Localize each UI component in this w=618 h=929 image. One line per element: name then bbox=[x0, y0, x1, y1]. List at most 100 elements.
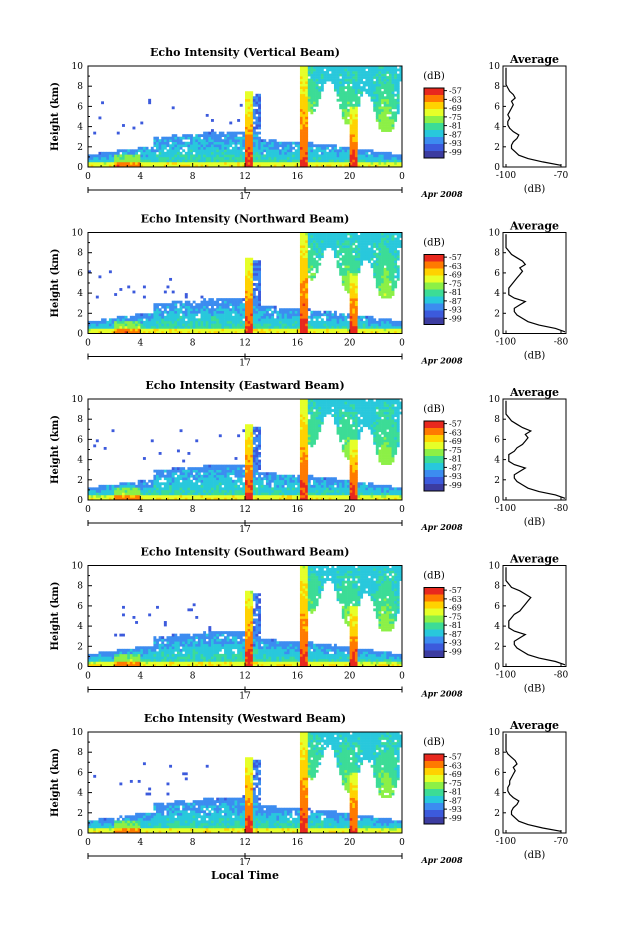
heatmap-cell bbox=[197, 303, 201, 307]
heatmap-cell bbox=[375, 280, 379, 284]
heatmap-cell bbox=[399, 320, 403, 324]
heatmap-cell bbox=[386, 245, 390, 248]
heatmap-cell bbox=[150, 494, 154, 498]
heatmap-cell bbox=[142, 146, 146, 150]
heatmap-cell bbox=[284, 328, 288, 332]
heatmap-cell bbox=[286, 328, 290, 332]
heatmap-cell bbox=[250, 124, 254, 127]
heatmap-cell bbox=[247, 164, 251, 168]
heatmap-cell bbox=[137, 323, 141, 327]
heatmap-cell bbox=[197, 479, 201, 483]
heatmap-cell bbox=[357, 325, 361, 329]
heatmap-cell bbox=[129, 318, 133, 322]
heatmap-cell bbox=[247, 454, 251, 458]
heatmap-cell bbox=[268, 489, 272, 493]
heatmap-cell bbox=[255, 479, 259, 483]
heatmap-cell bbox=[373, 156, 377, 160]
heatmap-cell bbox=[179, 318, 183, 322]
heatmap-cell bbox=[108, 164, 112, 168]
heatmap-cell bbox=[289, 149, 293, 153]
heatmap-cell bbox=[124, 320, 128, 324]
heatmap-cell bbox=[156, 156, 159, 160]
heatmap-cell bbox=[258, 285, 261, 289]
heatmap-cell bbox=[187, 452, 191, 455]
heatmap-cell bbox=[341, 146, 345, 150]
heatmap-cell bbox=[318, 159, 322, 163]
heatmap-cell bbox=[129, 484, 133, 488]
heatmap-cell bbox=[250, 489, 254, 493]
heatmap-cell bbox=[336, 328, 340, 332]
heatmap-cell bbox=[294, 482, 298, 486]
heatmap-cell bbox=[203, 325, 207, 329]
heatmap-cell bbox=[255, 298, 259, 301]
heatmap-cell bbox=[373, 76, 377, 79]
heatmap-cell bbox=[381, 257, 384, 261]
heatmap-cell bbox=[195, 136, 199, 140]
heatmap-cell bbox=[391, 66, 395, 69]
heatmap-cell bbox=[339, 330, 343, 334]
heatmap-cell bbox=[341, 320, 345, 324]
heatmap-cell bbox=[394, 119, 398, 122]
heatmap-cell bbox=[258, 464, 261, 468]
heatmap-cell bbox=[362, 159, 366, 163]
heatmap-cell bbox=[344, 71, 348, 74]
heatmap-cell bbox=[362, 247, 366, 251]
heatmap-cell bbox=[218, 303, 222, 307]
heatmap-cell bbox=[122, 489, 125, 493]
heatmap-cell bbox=[333, 161, 337, 165]
heatmap-cell bbox=[184, 487, 188, 491]
heatmap-cell bbox=[245, 492, 248, 496]
heatmap-cell bbox=[255, 270, 259, 274]
heatmap-cell bbox=[273, 318, 277, 322]
heatmap-cell bbox=[182, 318, 186, 322]
heatmap-cell bbox=[210, 119, 214, 122]
heatmap-cell bbox=[216, 298, 220, 301]
heatmap-cell bbox=[140, 313, 144, 317]
heatmap-cell bbox=[247, 267, 251, 271]
y-axis-label: Height (km) bbox=[50, 249, 61, 318]
heatmap-cell bbox=[341, 164, 345, 168]
heatmap-cell bbox=[119, 489, 123, 493]
heatmap-cell bbox=[245, 154, 248, 158]
heatmap-cell bbox=[349, 106, 353, 110]
heatmap-cell bbox=[237, 300, 241, 304]
heatmap-cell bbox=[258, 124, 261, 127]
heatmap-cell bbox=[200, 164, 204, 168]
heatmap-cell bbox=[158, 474, 162, 478]
heatmap-cell bbox=[137, 325, 141, 329]
heatmap-cell bbox=[391, 288, 395, 291]
colorbar-title: (dB) bbox=[423, 71, 445, 82]
heatmap-cell bbox=[255, 265, 259, 269]
heatmap-cell bbox=[305, 308, 309, 312]
heatmap-cell bbox=[273, 487, 277, 491]
heatmap-cell bbox=[101, 151, 104, 155]
avg-y-tick-label: 0 bbox=[494, 330, 500, 340]
heatmap-cell bbox=[347, 88, 350, 92]
heatmap-cell bbox=[307, 320, 311, 324]
heatmap-cell bbox=[153, 325, 157, 329]
heatmap-cell bbox=[276, 323, 280, 327]
heatmap-cell bbox=[156, 141, 159, 145]
heatmap-cell bbox=[88, 487, 91, 491]
heatmap-cell bbox=[161, 469, 165, 473]
heatmap-cell bbox=[305, 298, 309, 301]
heatmap-cell bbox=[263, 139, 267, 143]
heatmap-cell bbox=[367, 71, 371, 74]
heatmap-cell bbox=[252, 494, 256, 498]
heatmap-cell bbox=[260, 484, 264, 488]
heatmap-cell bbox=[333, 154, 337, 158]
heatmap-cell bbox=[310, 265, 314, 269]
heatmap-cell bbox=[313, 265, 316, 269]
heatmap-cell bbox=[103, 320, 107, 324]
heatmap-cell bbox=[357, 235, 361, 238]
heatmap-cell bbox=[137, 146, 141, 150]
heatmap-cell bbox=[190, 323, 193, 327]
heatmap-cell bbox=[245, 472, 248, 476]
heatmap-cell bbox=[378, 111, 382, 115]
heatmap-cell bbox=[388, 66, 392, 69]
heatmap-cell bbox=[163, 141, 167, 145]
heatmap-cell bbox=[386, 235, 390, 238]
heatmap-cell bbox=[381, 91, 384, 95]
heatmap-cell bbox=[213, 300, 217, 304]
heatmap-cell bbox=[258, 283, 261, 286]
